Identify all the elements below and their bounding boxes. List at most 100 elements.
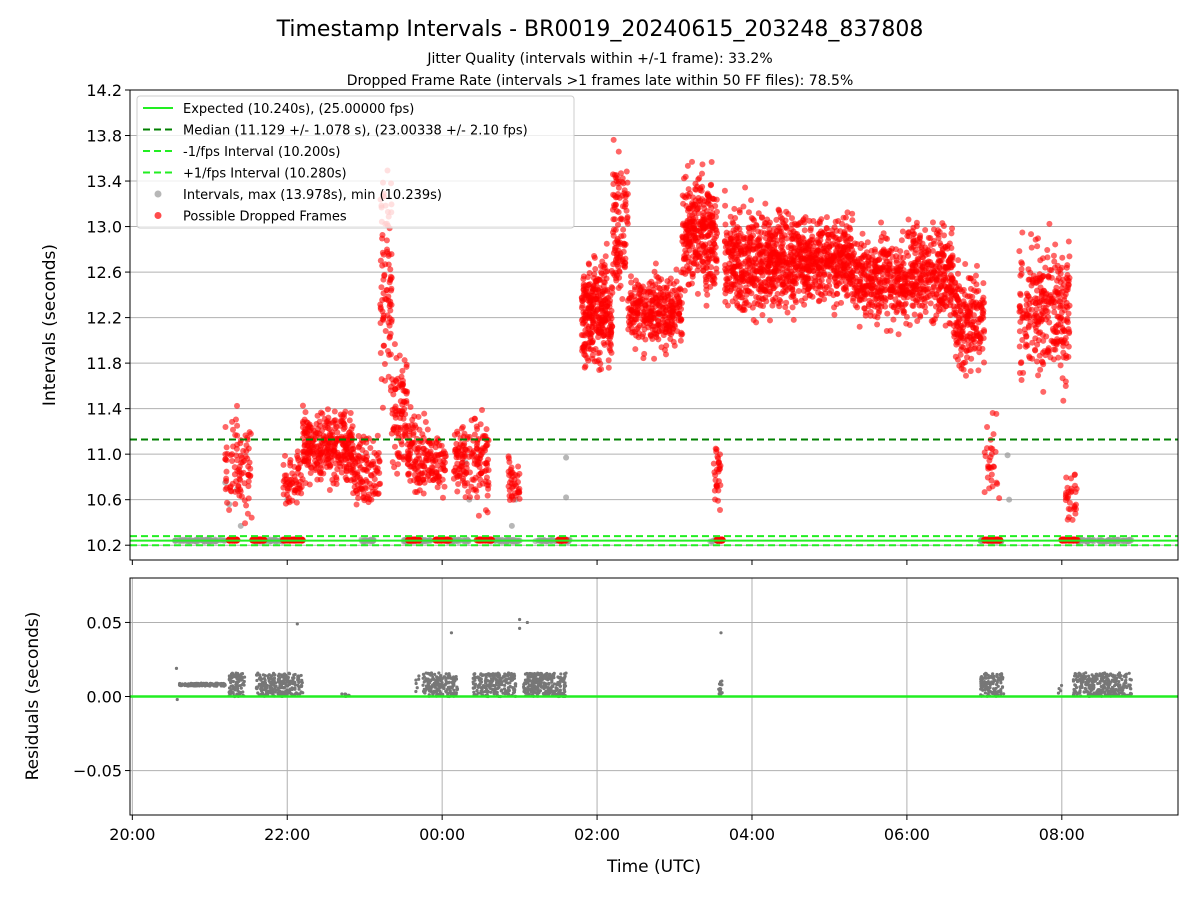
dropped-frame-point [378, 350, 384, 356]
dropped-frame-point [797, 244, 803, 250]
dropped-frame-point [929, 318, 935, 324]
dropped-frame-point [853, 302, 859, 308]
dropped-frame-point [901, 261, 907, 267]
dropped-frame-point [917, 312, 923, 318]
dropped-frame-point [888, 294, 894, 300]
dropped-frame-point [610, 181, 616, 187]
dropped-frame-point [662, 294, 668, 300]
dropped-frame-point [389, 317, 395, 323]
dropped-frame-point [632, 287, 638, 293]
dropped-frame-point [598, 313, 604, 319]
dropped-frame-point [703, 287, 709, 293]
dropped-frame-point [597, 285, 603, 291]
dropped-frame-point [587, 299, 593, 305]
dropped-frame-point [990, 463, 996, 469]
dropped-frame-point [857, 324, 863, 330]
dropped-frame-point [765, 243, 771, 249]
dropped-frame-point [912, 262, 918, 268]
dropped-frame-point [398, 374, 404, 380]
dropped-frame-point [606, 357, 612, 363]
dropped-frame-point [307, 424, 313, 430]
dropped-frame-point [580, 344, 586, 350]
dropped-frame-point [826, 232, 832, 238]
dropped-frame-point [1052, 347, 1058, 353]
chart-subtitle-dropped: Dropped Frame Rate (intervals >1 frames … [347, 73, 854, 89]
dropped-frame-point [667, 336, 673, 342]
dropped-frame-point [836, 281, 842, 287]
dropped-frame-point [370, 461, 376, 467]
dropped-frame-point [475, 461, 481, 467]
dropped-frame-point [604, 241, 610, 247]
dropped-frame-point [770, 278, 776, 284]
dropped-frame-point [722, 188, 728, 194]
dropped-frame-point [233, 417, 239, 423]
dropped-frame-point [1043, 308, 1049, 314]
dropped-frame-point [616, 285, 622, 291]
dropped-frame-point [392, 341, 398, 347]
dropped-frame-point [737, 207, 743, 213]
dropped-frame-point [1052, 241, 1058, 247]
dropped-frame-point [663, 285, 669, 291]
dropped-frame-point [246, 495, 252, 501]
dropped-frame-point [474, 423, 480, 429]
dropped-frame-point [834, 291, 840, 297]
dropped-frame-point [584, 292, 590, 298]
dropped-frame-point [1026, 301, 1032, 307]
dropped-frame-point [640, 331, 646, 337]
dropped-frame-point [918, 294, 924, 300]
dropped-frame-point [409, 422, 415, 428]
dropped-frame-point [234, 446, 240, 452]
dropped-frame-point [816, 241, 822, 247]
dropped-frame-point [455, 431, 461, 437]
dropped-frame-point [355, 453, 361, 459]
dropped-frame-point [1066, 253, 1072, 259]
dropped-frame-point [712, 497, 718, 503]
dropped-frame-point [971, 333, 977, 339]
dropped-frame-point [904, 314, 910, 320]
dropped-frame-point [988, 445, 994, 451]
dropped-frame-point [630, 329, 636, 335]
dropped-frame-point [357, 486, 363, 492]
dropped-frame-point [882, 255, 888, 261]
dropped-frame-point [682, 288, 688, 294]
dropped-frame-point [747, 239, 753, 245]
dropped-frame-point [736, 305, 742, 311]
dropped-frame-point [590, 347, 596, 353]
dropped-frame-point [616, 268, 622, 274]
dropped-frame-point [380, 277, 386, 283]
dropped-frame-point [439, 443, 445, 449]
dropped-frame-point [869, 279, 875, 285]
dropped-frame-point [1048, 267, 1054, 273]
dropped-frame-point [1016, 248, 1022, 254]
dropped-frame-point [775, 300, 781, 306]
dropped-frame-point [882, 304, 888, 310]
dropped-frame-point [742, 184, 748, 190]
dropped-frame-point [964, 318, 970, 324]
dropped-frame-point [874, 322, 880, 328]
dropped-frame-point [356, 433, 362, 439]
dropped-frame-point [591, 308, 597, 314]
chart-title: Timestamp Intervals - BR0019_20240615_20… [276, 17, 924, 42]
dropped-frame-point [725, 303, 731, 309]
dropped-frame-point [1053, 290, 1059, 296]
dropped-frame-point [591, 253, 597, 259]
dropped-frame-point [980, 315, 986, 321]
dropped-frame-point [235, 483, 241, 489]
dropped-frame-point [951, 289, 957, 295]
dropped-frame-point [947, 257, 953, 263]
dropped-frame-point [1032, 348, 1038, 354]
dropped-frame-point [858, 288, 864, 294]
dropped-frame-point [951, 306, 957, 312]
dropped-frame-point [920, 284, 926, 290]
dropped-frame-point [640, 355, 646, 361]
dropped-frame-point [810, 218, 816, 224]
dropped-frame-point [730, 270, 736, 276]
dropped-frame-point [338, 452, 344, 458]
dropped-frame-point [780, 254, 786, 260]
dropped-frame-point [362, 485, 368, 491]
dropped-frame-point [1029, 307, 1035, 313]
dropped-frame-point [675, 295, 681, 301]
dropped-frame-point [752, 283, 758, 289]
dropped-frame-point [613, 275, 619, 281]
dropped-frame-point [773, 217, 779, 223]
